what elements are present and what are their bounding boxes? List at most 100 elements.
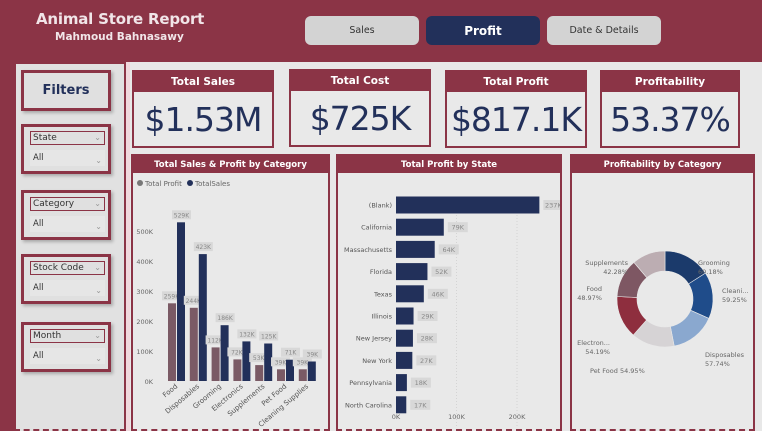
sales-profit-by-category-panel: Total Sales & Profit by Category Total P… xyxy=(131,154,330,431)
y-tick-label: 100K xyxy=(136,348,153,356)
y-tick-label: Illinois xyxy=(371,313,392,321)
bar-profit xyxy=(298,369,307,381)
bar-sales xyxy=(264,343,273,381)
slicer-stock-code-header[interactable]: Stock Code ⌄ xyxy=(30,261,105,275)
data-label-bg xyxy=(249,353,269,363)
data-label-bg xyxy=(416,355,437,366)
bar-sales xyxy=(177,222,185,381)
kpi-total-cost-value: $725K xyxy=(309,98,412,138)
y-tick-label: 500K xyxy=(136,228,153,236)
chart-title: Total Sales & Profit by Category xyxy=(133,156,328,173)
slicer-stock-code-dropdown[interactable]: All ⌄ xyxy=(30,280,105,296)
nav-date-details-button[interactable]: Date & Details xyxy=(547,16,661,45)
data-label-bg xyxy=(172,210,191,220)
slice-label: Grooming xyxy=(698,259,730,267)
data-label-bg xyxy=(431,266,452,277)
y-tick-label: 0K xyxy=(145,378,154,386)
slicer-category-dropdown[interactable]: All ⌄ xyxy=(30,216,105,232)
bar-profit xyxy=(396,240,435,258)
data-label-bg xyxy=(447,222,468,233)
data-label: 53K xyxy=(253,355,266,362)
kpi-total-sales-label: Total Sales xyxy=(134,72,272,92)
data-label-bg xyxy=(162,291,181,301)
data-label: 46K xyxy=(432,290,445,298)
kpi-total-profit-value: $817.1K xyxy=(450,99,582,139)
y-tick-label: Pennsylvania xyxy=(349,379,392,387)
data-label-bg xyxy=(302,349,322,359)
bar-profit xyxy=(396,218,444,236)
slicer-stock-code: Stock Code ⌄ All ⌄ xyxy=(21,254,111,304)
data-label: 112K xyxy=(207,337,223,344)
profitability-by-category-panel: Profitability by Category Grooming 60.18%… xyxy=(570,154,755,431)
bar-profit xyxy=(396,263,428,281)
y-tick-label: 200K xyxy=(136,318,153,326)
slicer-stock-code-label: Stock Code xyxy=(33,263,84,273)
kpi-total-sales: Total Sales $1.53M xyxy=(132,70,274,148)
slicer-state-header[interactable]: State ⌄ xyxy=(30,131,105,145)
data-label: 259K xyxy=(164,293,180,300)
chevron-down-icon: ⌄ xyxy=(95,222,102,231)
data-label: 18K xyxy=(415,379,428,387)
chevron-down-icon: ⌄ xyxy=(95,286,102,295)
bar-sales xyxy=(242,341,251,381)
slice-label: 48.97% xyxy=(577,294,602,302)
slice-label: 42.28% xyxy=(603,268,628,276)
data-label: 186K xyxy=(217,315,233,322)
x-tick-label: 100K xyxy=(448,413,465,421)
data-label-bg xyxy=(237,329,257,339)
slice-label: 57.74% xyxy=(705,360,730,368)
y-tick-label: New York xyxy=(362,357,392,365)
slicer-month-dropdown[interactable]: All ⌄ xyxy=(30,348,105,364)
data-label-bg xyxy=(271,357,290,367)
slice-label: 60.18% xyxy=(698,268,723,276)
slice-label: Food xyxy=(586,285,602,293)
chevron-down-icon: ⌄ xyxy=(94,133,101,142)
bar-profit xyxy=(396,329,413,347)
data-label: 125K xyxy=(261,334,277,341)
data-label-bg xyxy=(410,399,431,410)
legend-marker-total-sales xyxy=(187,180,193,186)
chart-title: Total Profit by State xyxy=(338,156,560,173)
report-author: Mahmoud Bahnasawy xyxy=(55,31,184,43)
bar-profit xyxy=(396,307,414,325)
y-tick-label: New Jersey xyxy=(356,335,392,343)
data-label-bg xyxy=(281,347,300,357)
data-label-bg xyxy=(215,313,235,323)
data-label: 244K xyxy=(186,298,202,305)
bar-profit xyxy=(396,285,424,303)
data-label-bg xyxy=(259,331,279,341)
bar-profit xyxy=(396,374,407,392)
slice-label: Disposables xyxy=(705,351,745,359)
slicer-month-value: All xyxy=(33,351,44,361)
data-label: 52K xyxy=(435,268,448,276)
slicer-state-dropdown[interactable]: All ⌄ xyxy=(30,150,105,166)
chevron-down-icon: ⌄ xyxy=(94,263,101,272)
data-label-bg xyxy=(543,200,564,210)
bar-profit xyxy=(277,369,285,381)
nav-sales-button[interactable]: Sales xyxy=(305,16,419,45)
slicer-category-header[interactable]: Category ⌄ xyxy=(30,197,105,211)
bar-profit xyxy=(211,347,220,381)
sales-profit-by-category-chart: Total Profit TotalSales 0K 100K 200K 300K 400K… xyxy=(136,180,322,429)
slice-label: Supplements xyxy=(585,259,628,267)
kpi-profitability-value: 53.37% xyxy=(610,99,731,139)
bar-profit xyxy=(396,196,540,214)
data-label-bg xyxy=(183,295,203,305)
kpi-total-sales-value: $1.53M xyxy=(144,99,263,139)
profit-by-state-chart: 0K 100K 200K (Blank) 237K California 79K Massac… xyxy=(344,196,564,427)
bar-sales xyxy=(220,325,229,381)
data-label: 27K xyxy=(420,357,433,365)
data-label-bg xyxy=(205,335,225,345)
slicer-state: State ⌄ All ⌄ xyxy=(21,124,111,174)
data-label-bg xyxy=(292,357,312,367)
data-label: 72K xyxy=(231,349,244,356)
slicer-month-header[interactable]: Month ⌄ xyxy=(30,329,105,343)
slice-label: Cleani... xyxy=(722,287,748,295)
y-tick-label: Massachusetts xyxy=(344,246,393,254)
nav-profit-button[interactable]: Profit xyxy=(426,16,540,45)
slicer-stock-code-value: All xyxy=(33,283,44,293)
data-label-bg xyxy=(427,288,448,299)
kpi-total-cost: Total Cost $725K xyxy=(289,69,431,147)
data-label-bg xyxy=(438,244,459,255)
kpi-profitability-label: Profitability xyxy=(602,72,738,92)
